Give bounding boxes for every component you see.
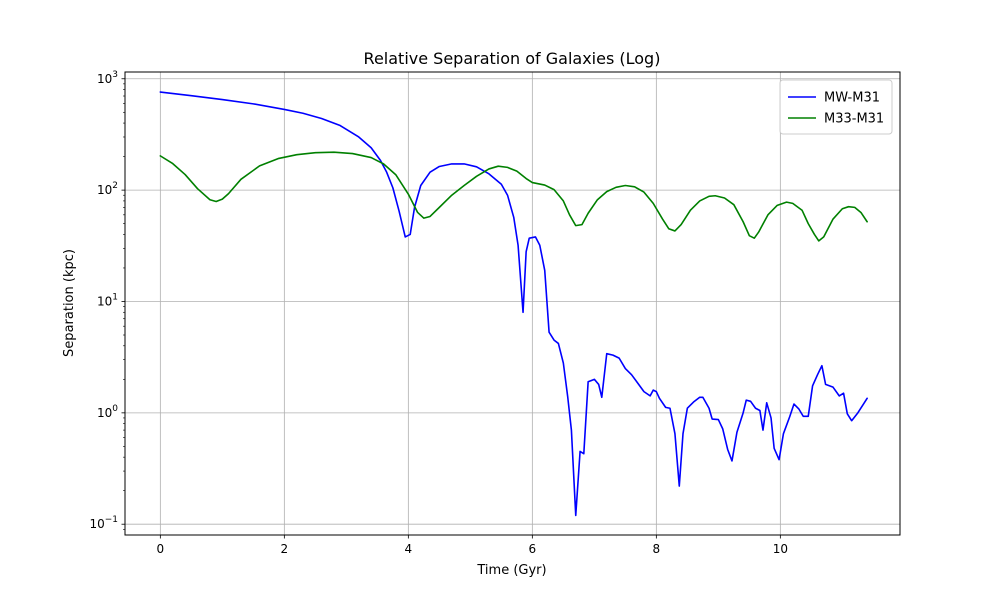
series-line-mw-m31 bbox=[159, 91, 868, 517]
x-tick-label: 0 bbox=[157, 542, 165, 556]
chart-title: Relative Separation of Galaxies (Log) bbox=[364, 49, 661, 68]
legend-label: MW-M31 bbox=[824, 91, 880, 106]
x-tick-label: 6 bbox=[529, 542, 537, 556]
plot-lines bbox=[159, 91, 868, 517]
y-tick-exponent: −1 bbox=[105, 515, 118, 525]
y-tick-exponent: 2 bbox=[112, 181, 118, 191]
x-tick-label: 8 bbox=[653, 542, 661, 556]
y-tick-exponent: 3 bbox=[112, 70, 118, 80]
y-axis-label: Separation (kpc) bbox=[62, 249, 77, 357]
y-tick-label: 10−1 bbox=[89, 515, 118, 531]
y-tick-label: 100 bbox=[97, 404, 118, 420]
legend-box bbox=[779, 79, 893, 135]
y-tick-label: 103 bbox=[97, 70, 118, 86]
y-tick-base: 10 bbox=[97, 406, 112, 420]
y-tick-base: 10 bbox=[89, 517, 104, 531]
x-axis-label: Time (Gyr) bbox=[476, 563, 546, 578]
y-tick-base: 10 bbox=[97, 294, 112, 308]
x-tick-label: 10 bbox=[773, 542, 788, 556]
x-tick-label: 4 bbox=[405, 542, 413, 556]
y-tick-base: 10 bbox=[97, 72, 112, 86]
y-tick-base: 10 bbox=[97, 183, 112, 197]
y-tick-exponent: 0 bbox=[112, 404, 118, 414]
grid bbox=[125, 72, 900, 535]
y-tick-exponent: 1 bbox=[112, 292, 118, 302]
legend: MW-M31 M33-M31 bbox=[779, 79, 893, 135]
y-tick-label: 101 bbox=[97, 292, 118, 308]
legend-label: M33-M31 bbox=[824, 112, 884, 127]
series-line-m33-m31 bbox=[159, 151, 868, 242]
y-tick-label: 102 bbox=[97, 181, 118, 197]
plot-frame bbox=[124, 71, 901, 536]
x-tick-label: 2 bbox=[281, 542, 289, 556]
